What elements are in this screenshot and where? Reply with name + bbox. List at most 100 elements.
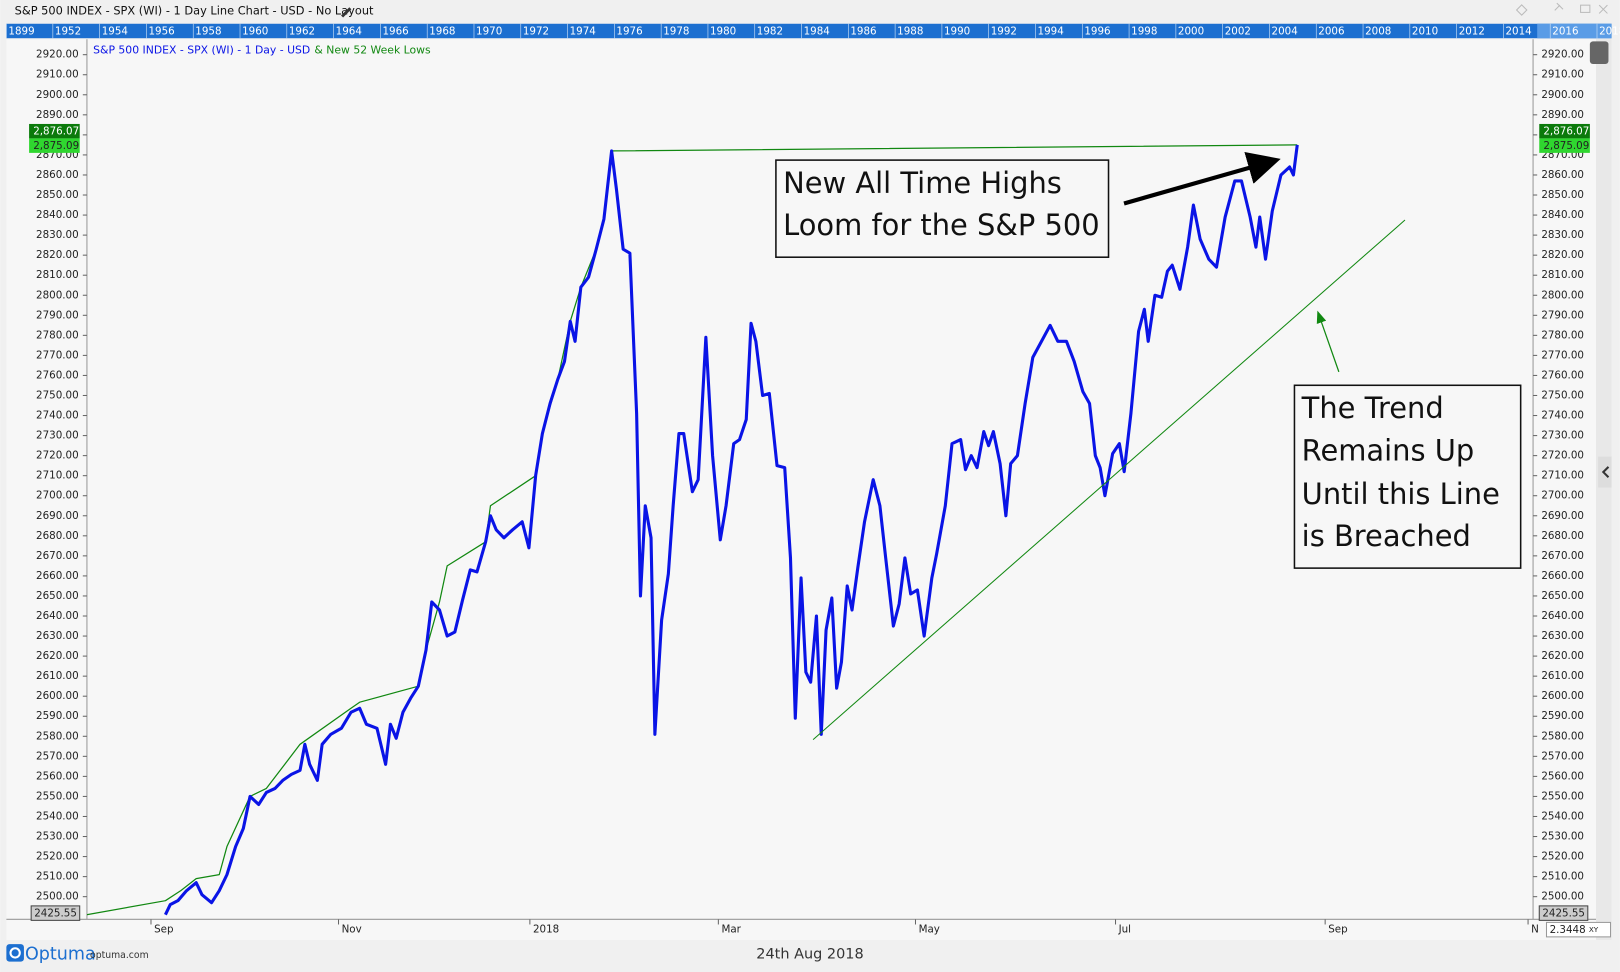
- annotation-text: The Trend: [1301, 391, 1444, 425]
- y-tick-label: 2780.00: [36, 329, 79, 341]
- y-tick-label: 2830.00: [36, 229, 79, 241]
- y-tick-label: 2580.00: [36, 730, 79, 742]
- brand: Optuma: [25, 944, 96, 964]
- y-tick-label: 2660.00: [36, 570, 79, 582]
- window-title: S&P 500 INDEX - SPX (WI) - 1 Day Line Ch…: [15, 3, 374, 17]
- y-tick-label: 2800.00: [36, 289, 79, 301]
- y-tick-label: 2560.00: [1541, 770, 1584, 782]
- y-tick-label: 2680.00: [1541, 530, 1584, 542]
- y-tick-label: 2690.00: [1541, 510, 1584, 522]
- navigator-year: 2012: [1459, 26, 1485, 38]
- y-tick-label: 2510.00: [1541, 871, 1584, 883]
- scale-readout: 2.3448: [1550, 924, 1586, 936]
- y-tick-label: 2620.00: [36, 650, 79, 662]
- y-tick-label: 2540.00: [1541, 810, 1584, 822]
- x-tick-label: N: [1531, 924, 1539, 936]
- navigator-year: 1952: [55, 26, 81, 38]
- y-tick-label: 2920.00: [1541, 49, 1584, 61]
- navigator-bar[interactable]: [6, 23, 1612, 39]
- navigator-year: 1962: [289, 26, 315, 38]
- price-tag: [1539, 123, 1590, 139]
- y-tick-label: 2890.00: [36, 109, 79, 121]
- y-tick-label: 2760.00: [36, 369, 79, 381]
- y-tick-label: 2680.00: [36, 530, 79, 542]
- navigator-year: 1980: [710, 26, 736, 38]
- y-tick-label: 2500.00: [1541, 891, 1584, 903]
- legend: S&P 500 INDEX - SPX (WI) - 1 Day - USD & …: [93, 44, 431, 57]
- y-tick-label: 2600.00: [1541, 690, 1584, 702]
- y-tick-label: 2550.00: [1541, 790, 1584, 802]
- y-tick-label: 2840.00: [36, 209, 79, 221]
- price-tag: [29, 123, 80, 139]
- navigator-year: 1984: [804, 26, 830, 38]
- y-tick-label: 2900.00: [36, 89, 79, 101]
- arrow: [1316, 310, 1340, 373]
- navigator-year: 1974: [570, 26, 596, 38]
- y-tick-label: 2850.00: [1541, 189, 1584, 201]
- navigator-year: 1996: [1084, 26, 1110, 38]
- side-tab[interactable]: [1598, 456, 1612, 488]
- y-tick-label: 2670.00: [36, 550, 79, 562]
- y-tick-label: 2850.00: [36, 189, 79, 201]
- navigator-year: 1970: [476, 26, 502, 38]
- annotation-text: Loom for the S&P 500: [783, 208, 1100, 242]
- y-tick-label: 2810.00: [1541, 269, 1584, 281]
- x-tick-label: Nov: [342, 924, 362, 936]
- edit-icon[interactable]: [341, 7, 352, 18]
- navigator-year: 2008: [1365, 26, 1391, 38]
- price-tag-label: 2,876.07: [33, 126, 79, 138]
- navigator-window[interactable]: [1537, 23, 1612, 39]
- price-tag: [30, 905, 81, 921]
- window-buttons[interactable]: [1515, 2, 1608, 16]
- navigator-year: 1976: [616, 26, 642, 38]
- y-tick-label: 2830.00: [1541, 229, 1584, 241]
- brand-site: optuma.com: [90, 950, 149, 961]
- y-tick-label: 2540.00: [36, 810, 79, 822]
- annotation-box: [775, 159, 1110, 258]
- side-panel: [1596, 39, 1612, 940]
- navigator-year: 1956: [149, 26, 175, 38]
- y-tick-label: 2720.00: [1541, 450, 1584, 462]
- series-line: [164, 144, 1299, 916]
- y-tick-label: 2730.00: [36, 430, 79, 442]
- y-tick-label: 2530.00: [1541, 831, 1584, 843]
- y-tick-label: 2580.00: [1541, 730, 1584, 742]
- navigator-year: 2002: [1225, 26, 1251, 38]
- y-tick-label: 2890.00: [1541, 109, 1584, 121]
- y-tick-label: 2650.00: [1541, 590, 1584, 602]
- y-tick-label: 2860.00: [1541, 169, 1584, 181]
- legend-entry: S&P 500 INDEX - SPX (WI) - 1 Day - USD: [93, 44, 310, 57]
- side-tab-arrow: [1601, 466, 1610, 478]
- y-tick-label: 2520.00: [36, 851, 79, 863]
- y-tick-label: 2570.00: [36, 750, 79, 762]
- footer-date: 24th Aug 2018: [756, 946, 863, 962]
- y-tick-label: 2750.00: [36, 389, 79, 401]
- y-tick-label: 2670.00: [1541, 550, 1584, 562]
- scale-box[interactable]: [1545, 921, 1612, 938]
- y-tick-label: 2700.00: [1541, 490, 1584, 502]
- navigator-year: 1988: [897, 26, 923, 38]
- annotation-box: [1293, 384, 1522, 569]
- annotation-text: New All Time Highs: [783, 166, 1062, 200]
- x-tick-label: May: [919, 924, 940, 936]
- y-tick-label: 2530.00: [36, 831, 79, 843]
- navigator-year: 1954: [102, 26, 128, 38]
- y-tick-label: 2920.00: [36, 49, 79, 61]
- x-tick-label: Mar: [721, 924, 741, 936]
- y-tick-label: 2840.00: [1541, 209, 1584, 221]
- footer-bg: [0, 939, 1620, 972]
- scale-mode[interactable]: XY: [1589, 925, 1599, 934]
- navigator-years: 1899 1952 1954 1956 1958 1960 1962 1964 1966 1968…: [6, 23, 1620, 39]
- y-tick-label: 2760.00: [1541, 369, 1584, 381]
- y-tick-label: 2690.00: [36, 510, 79, 522]
- lock-icon[interactable]: [1589, 41, 1609, 65]
- navigator-year: 1972: [523, 26, 549, 38]
- y-tick-label: 2900.00: [1541, 89, 1584, 101]
- y-tick-label: 2610.00: [36, 670, 79, 682]
- y-tick-label: 2510.00: [36, 871, 79, 883]
- price-tag-label: 2,875.09: [1543, 140, 1589, 152]
- legend-entry: & New 52 Week Lows: [314, 44, 431, 57]
- navigator-year: 1982: [757, 26, 783, 38]
- price-tag-label: 2425.55: [34, 908, 77, 920]
